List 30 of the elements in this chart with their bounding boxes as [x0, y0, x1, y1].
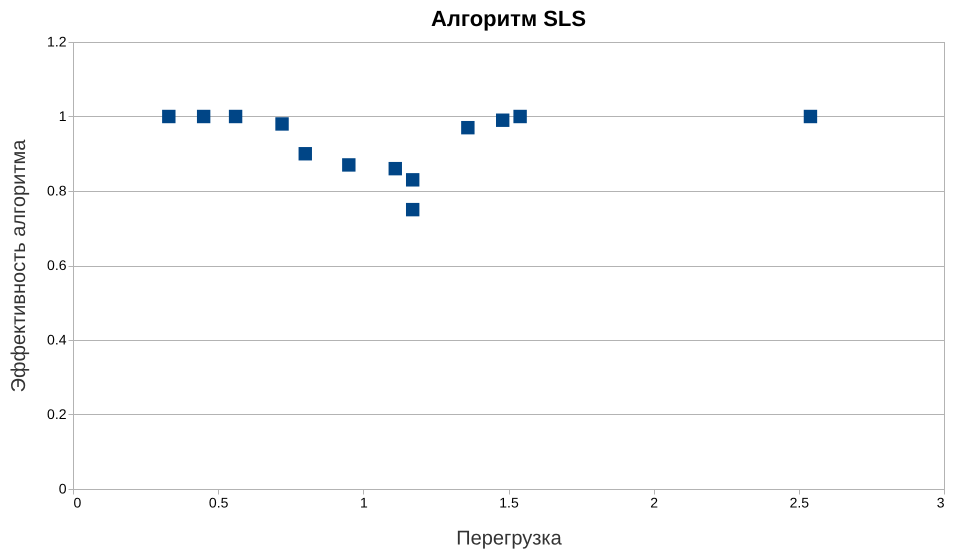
point — [388, 162, 402, 176]
point — [342, 158, 356, 172]
y-tick-label: 0.8 — [47, 182, 67, 198]
point — [406, 173, 420, 187]
x-tick-label: 1 — [360, 494, 368, 510]
x-tick-label: 0.5 — [208, 494, 229, 510]
point — [406, 202, 420, 216]
y-tick-label: 0.4 — [47, 332, 67, 348]
point — [298, 147, 312, 160]
x-tick-label: 1.5 — [499, 494, 519, 510]
x-axis-title: Перегрузка — [456, 528, 563, 550]
x-tick-label: 3 — [936, 494, 945, 510]
y-tick-label: 0 — [58, 480, 67, 496]
point — [162, 110, 176, 124]
y-tick-label: 0.2 — [47, 406, 67, 422]
x-tick-label: 2.5 — [790, 494, 810, 510]
point — [275, 117, 289, 131]
x-tick-label: 2 — [650, 494, 658, 510]
point — [196, 110, 210, 124]
point — [461, 120, 475, 134]
point — [804, 110, 818, 124]
y-axis-title: Эффективность алгоритма — [8, 138, 30, 392]
chart-title: Алгоритм SLS — [430, 6, 586, 31]
y-tick-label: 1.2 — [47, 34, 67, 50]
y-tick-label: 0.6 — [47, 257, 67, 273]
point — [496, 114, 510, 127]
point — [228, 110, 242, 124]
y-tick-label: 1 — [58, 108, 67, 124]
point — [513, 110, 527, 124]
x-tick-label: 0 — [74, 494, 82, 510]
